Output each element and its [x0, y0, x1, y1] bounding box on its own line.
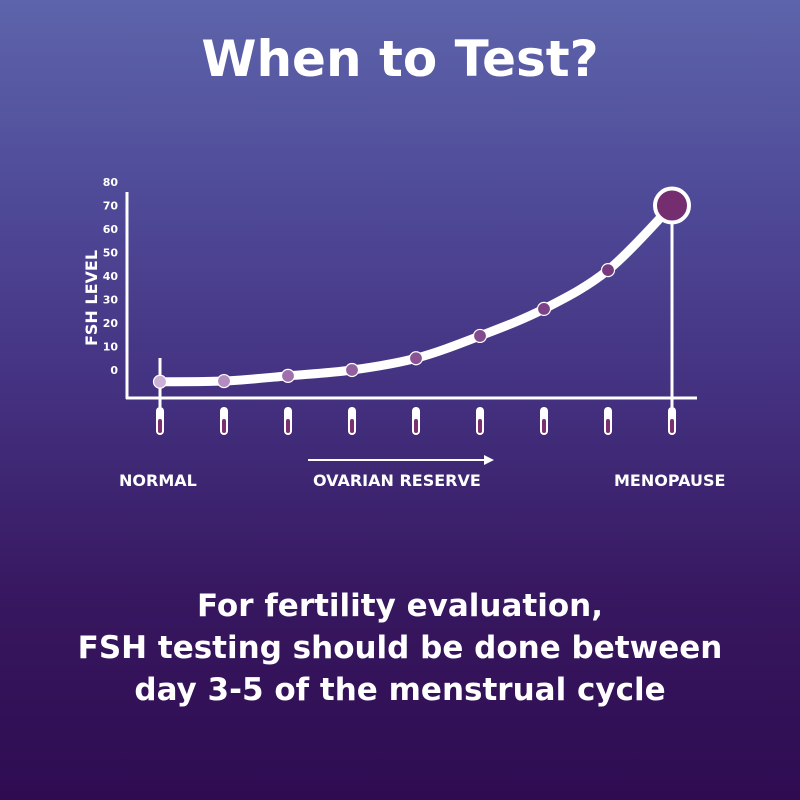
- data-point: [344, 362, 360, 378]
- test-tube-icon: [668, 407, 676, 435]
- y-tick-label: 80: [103, 176, 119, 189]
- y-tick-label: 60: [103, 223, 119, 236]
- y-tick-label: 70: [103, 200, 119, 213]
- test-tube-icon: [348, 407, 356, 435]
- data-point: [408, 351, 424, 366]
- y-tick-label: 50: [103, 247, 119, 260]
- y-tick-label: 30: [103, 294, 119, 307]
- footer-line-3: day 3-5 of the menstrual cycle: [134, 672, 666, 708]
- test-tube-icon: [156, 407, 164, 435]
- data-point: [536, 301, 552, 316]
- test-tube-icon: [412, 407, 420, 435]
- normal-label: NORMAL: [119, 471, 197, 490]
- y-axis-label: FSH LEVEL: [82, 250, 101, 346]
- data-point: [216, 373, 232, 389]
- data-point: [600, 263, 616, 278]
- y-tick-label: 20: [103, 317, 119, 330]
- menopause-label: MENOPAUSE: [614, 471, 726, 490]
- test-tube-icon: [540, 407, 548, 435]
- data-point-menopause: [653, 186, 691, 225]
- data-point: [152, 374, 168, 389]
- test-tube-icon: [220, 407, 228, 435]
- test-tube-icon: [476, 407, 484, 435]
- y-tick-label: 10: [103, 341, 119, 354]
- footer-line-2: FSH testing should be done between: [77, 630, 723, 666]
- data-point: [280, 368, 296, 383]
- ovarian-reserve-label: OVARIAN RESERVE: [313, 471, 481, 490]
- test-tube-icon: [284, 407, 292, 435]
- footer-line-1: For fertility evaluation,: [197, 588, 603, 624]
- arrow-head-icon: [484, 455, 494, 465]
- data-point: [472, 328, 488, 344]
- y-tick-label: 0: [110, 364, 118, 377]
- page-title: When to Test?: [201, 30, 599, 88]
- y-tick-label: 40: [103, 270, 119, 283]
- footer-text: For fertility evaluation, FSH testing sh…: [0, 585, 800, 711]
- test-tube-icon: [604, 407, 612, 435]
